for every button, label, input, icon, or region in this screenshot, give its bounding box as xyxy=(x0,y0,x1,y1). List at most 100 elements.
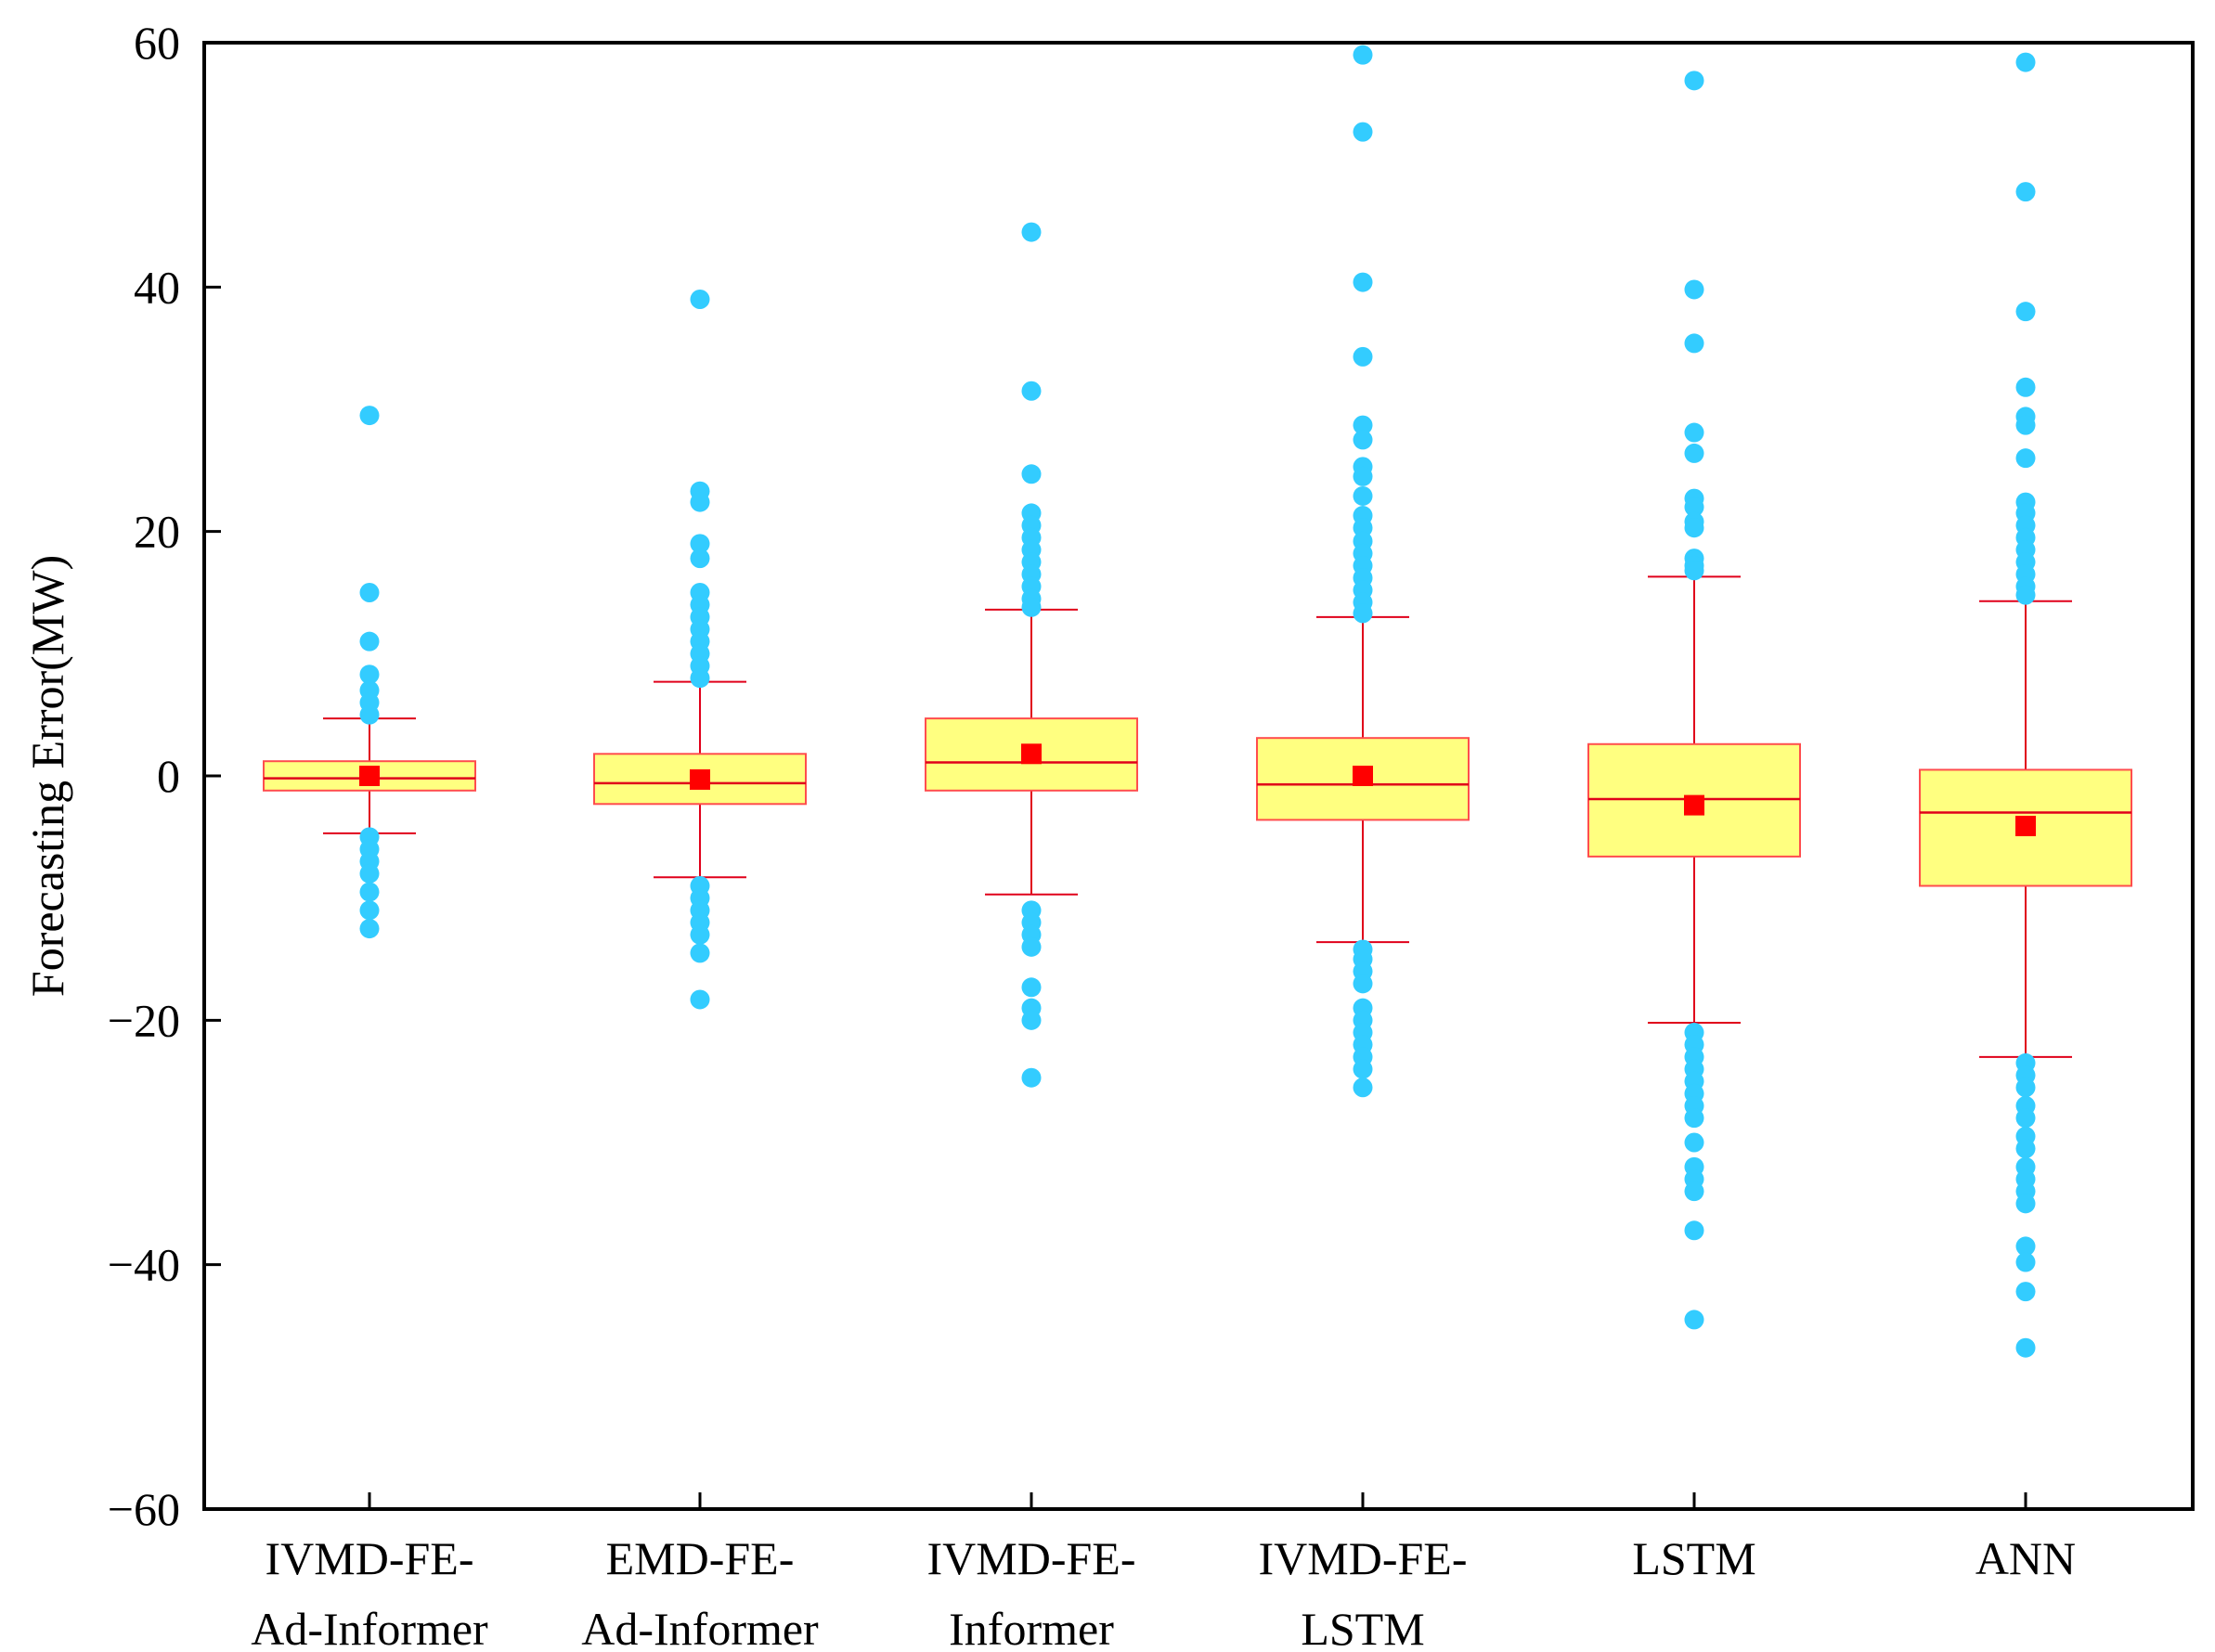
outlier-point xyxy=(1353,1078,1373,1098)
outlier-point xyxy=(1684,1220,1704,1241)
outlier-point xyxy=(1021,222,1042,242)
y-axis-title: Forecasting Error(MW) xyxy=(21,555,73,997)
outlier-point xyxy=(1684,422,1704,443)
x-tick-label: IVMD-FE- xyxy=(266,1532,474,1584)
outlier-point xyxy=(1353,974,1373,994)
y-tick-label: −60 xyxy=(108,1483,180,1535)
outlier-point xyxy=(1353,430,1373,450)
box-group xyxy=(925,222,1138,1088)
outlier-point xyxy=(2015,1337,2036,1358)
outlier-point xyxy=(2015,1252,2036,1272)
outlier-point xyxy=(1684,561,1704,581)
outlier-point xyxy=(690,989,710,1010)
outlier-point xyxy=(690,668,710,689)
x-tick-label: EMD-FE- xyxy=(606,1532,795,1584)
mean-marker xyxy=(1021,743,1042,765)
outlier-point xyxy=(2015,1194,2036,1214)
outlier-point xyxy=(1021,381,1042,401)
outlier-point xyxy=(1353,1059,1373,1079)
outlier-point xyxy=(1021,936,1042,957)
outlier-point xyxy=(1021,1067,1042,1088)
outlier-point xyxy=(359,583,380,602)
outlier-point xyxy=(1684,1108,1704,1129)
outlier-point xyxy=(359,863,380,884)
outlier-point xyxy=(2015,1282,2036,1302)
box-group xyxy=(1919,52,2132,1358)
outlier-point xyxy=(1353,272,1373,292)
outlier-point xyxy=(2015,1139,2036,1159)
box-group xyxy=(1256,45,1470,1098)
outlier-point xyxy=(1684,1310,1704,1330)
outlier-point xyxy=(1353,485,1373,506)
y-axis: −60 −40 −20 0 20 40 60 xyxy=(108,17,221,1535)
y-tick-label: 20 xyxy=(134,506,180,558)
y-tick-label: 60 xyxy=(134,17,180,69)
plot-frame xyxy=(202,41,2195,1511)
outlier-point xyxy=(1684,443,1704,463)
outlier-point xyxy=(1353,466,1373,486)
x-tick-label: Ad-Informer xyxy=(581,1603,819,1652)
outlier-point xyxy=(359,704,380,725)
outlier-point xyxy=(690,534,710,554)
outlier-point xyxy=(2015,415,2036,435)
mean-marker xyxy=(690,768,710,790)
x-tick-label: Ad-Informer xyxy=(251,1603,488,1652)
mean-marker xyxy=(2015,815,2036,836)
outlier-point xyxy=(1684,71,1704,91)
y-tick-label: −40 xyxy=(108,1239,180,1291)
y-tick-label: 40 xyxy=(134,261,180,313)
mean-marker xyxy=(1353,766,1373,786)
outlier-point xyxy=(690,943,710,963)
outlier-point xyxy=(690,549,710,569)
outlier-point xyxy=(1021,1010,1042,1030)
outlier-point xyxy=(1021,977,1042,998)
x-tick-label: IVMD-FE- xyxy=(927,1532,1136,1584)
x-tick-label: LSTM xyxy=(1632,1532,1755,1584)
outlier-point xyxy=(1684,1181,1704,1202)
outlier-point xyxy=(1353,603,1373,624)
outlier-point xyxy=(359,665,380,685)
outlier-point xyxy=(2015,377,2036,397)
x-axis: IVMD-FE- Ad-Informer EMD-FE- Ad-Informer IVM… xyxy=(251,1492,2076,1652)
box-group xyxy=(263,406,476,939)
y-tick-label: −20 xyxy=(108,994,180,1046)
outlier-point xyxy=(1684,279,1704,300)
outlier-point xyxy=(2015,182,2036,202)
outlier-point xyxy=(690,492,710,512)
outlier-point xyxy=(1684,497,1704,517)
outlier-point xyxy=(1684,333,1704,354)
outlier-point xyxy=(2015,1236,2036,1257)
mean-marker xyxy=(1684,794,1704,816)
outlier-point xyxy=(1353,122,1373,142)
x-tick-label: Informer xyxy=(949,1603,1114,1652)
outlier-point xyxy=(2015,585,2036,605)
x-tick-label: IVMD-FE- xyxy=(1259,1532,1468,1584)
outlier-point xyxy=(359,882,380,902)
outlier-point xyxy=(1353,346,1373,367)
x-tick-label: LSTM xyxy=(1301,1603,1424,1652)
outlier-point xyxy=(1353,518,1373,538)
outlier-point xyxy=(2015,448,2036,469)
mean-marker xyxy=(359,766,380,786)
outlier-point xyxy=(690,290,710,309)
outlier-point xyxy=(1353,45,1373,65)
outlier-point xyxy=(359,900,380,921)
outlier-point xyxy=(1353,415,1373,435)
outlier-point xyxy=(2015,1108,2036,1129)
outlier-point xyxy=(359,631,380,652)
outlier-point xyxy=(2015,1078,2036,1098)
outlier-point xyxy=(2015,52,2036,72)
outlier-point xyxy=(1021,464,1042,484)
box-group xyxy=(1587,71,1801,1330)
outlier-point xyxy=(1684,1132,1704,1153)
plot-area xyxy=(263,45,2132,1358)
box-group xyxy=(593,290,807,1010)
y-tick-label: 0 xyxy=(157,750,180,802)
x-tick-label: ANN xyxy=(1975,1532,2076,1584)
outlier-point xyxy=(1684,518,1704,538)
outlier-point xyxy=(359,406,380,426)
outlier-point xyxy=(2015,302,2036,322)
outlier-point xyxy=(1021,597,1042,617)
outlier-point xyxy=(359,919,380,939)
